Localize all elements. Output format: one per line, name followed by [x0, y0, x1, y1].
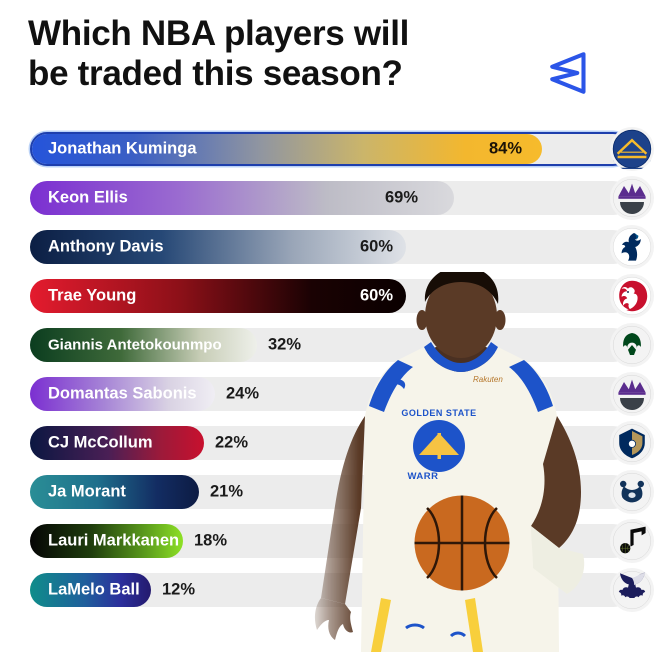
svg-text:Rakuten: Rakuten [473, 375, 503, 384]
svg-text:WARR: WARR [407, 471, 438, 482]
svg-text:GOLDEN STATE: GOLDEN STATE [401, 408, 476, 418]
